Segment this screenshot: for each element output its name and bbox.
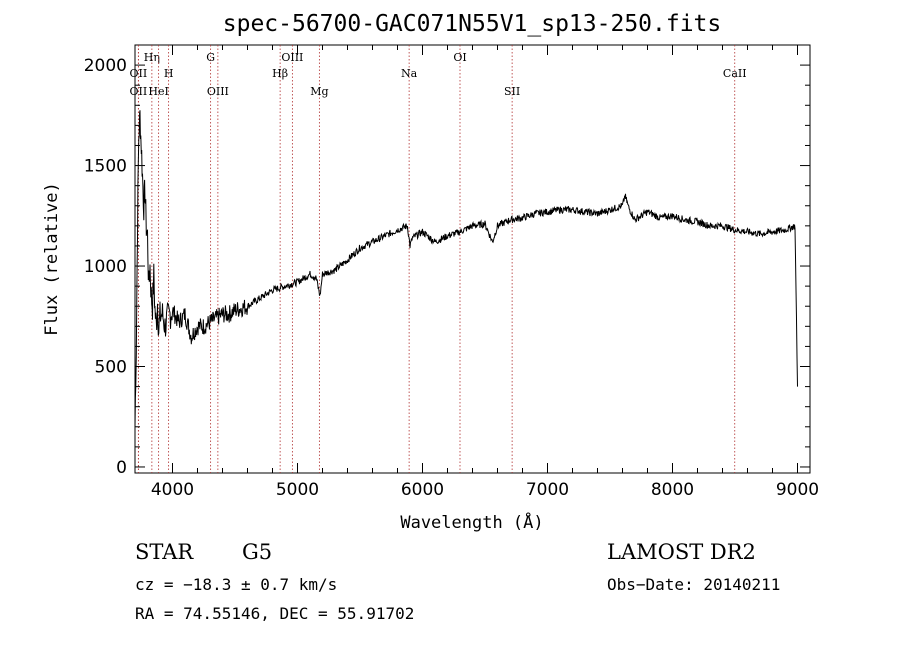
line-marker-label: OI bbox=[453, 51, 466, 64]
y-tick-label: 500 bbox=[95, 358, 127, 378]
coordinates-text: RA = 74.55146, DEC = 55.91702 bbox=[135, 604, 415, 623]
line-marker-label: H bbox=[164, 67, 174, 80]
x-tick-label: 8000 bbox=[651, 480, 694, 500]
line-marker-label: HeI bbox=[148, 85, 168, 98]
line-marker-label: G bbox=[206, 51, 215, 64]
object-class: STAR bbox=[135, 540, 194, 564]
x-axis-label: Wavelength (Å) bbox=[400, 511, 543, 533]
plot-frame bbox=[134, 44, 811, 474]
line-marker-label: CaII bbox=[723, 67, 747, 80]
y-tick-label: 1000 bbox=[84, 257, 127, 277]
line-marker-label: OII bbox=[130, 67, 148, 80]
x-tick-label: 4000 bbox=[151, 480, 194, 500]
y-tick-label: 1500 bbox=[84, 157, 127, 177]
x-tick-label: 6000 bbox=[401, 480, 444, 500]
axis-ticks: 4000 5000 6000 7000 8000 9000 0 500 1000 1500 2000 bbox=[84, 45, 819, 500]
x-tick-label: 5000 bbox=[276, 480, 319, 500]
x-tick-label: 7000 bbox=[526, 480, 569, 500]
line-marker-label: Hβ bbox=[272, 67, 288, 80]
chart-title: spec-56700-GAC071N55V1_sp13-250.fits bbox=[223, 11, 722, 37]
line-marker-label: Hη bbox=[144, 51, 160, 64]
line-marker-label: OIII bbox=[281, 51, 303, 64]
y-tick-label: 2000 bbox=[84, 56, 127, 76]
line-marker-label: Mg bbox=[310, 85, 328, 98]
y-tick-label: 0 bbox=[116, 458, 127, 478]
x-tick-label: 9000 bbox=[776, 480, 819, 500]
survey-name: LAMOST DR2 bbox=[607, 540, 756, 564]
line-marker-label: OIII bbox=[207, 85, 229, 98]
line-marker-label: Na bbox=[401, 67, 418, 80]
line-marker-label: SII bbox=[504, 85, 520, 98]
y-axis-label: Flux (relative) bbox=[42, 182, 62, 336]
object-subclass: G5 bbox=[242, 540, 273, 564]
redshift-text: cz = −18.3 ± 0.7 km/s bbox=[135, 575, 338, 594]
spectrum-line bbox=[134, 110, 798, 428]
obs-date-text: Obs−Date: 20140211 bbox=[607, 575, 781, 594]
